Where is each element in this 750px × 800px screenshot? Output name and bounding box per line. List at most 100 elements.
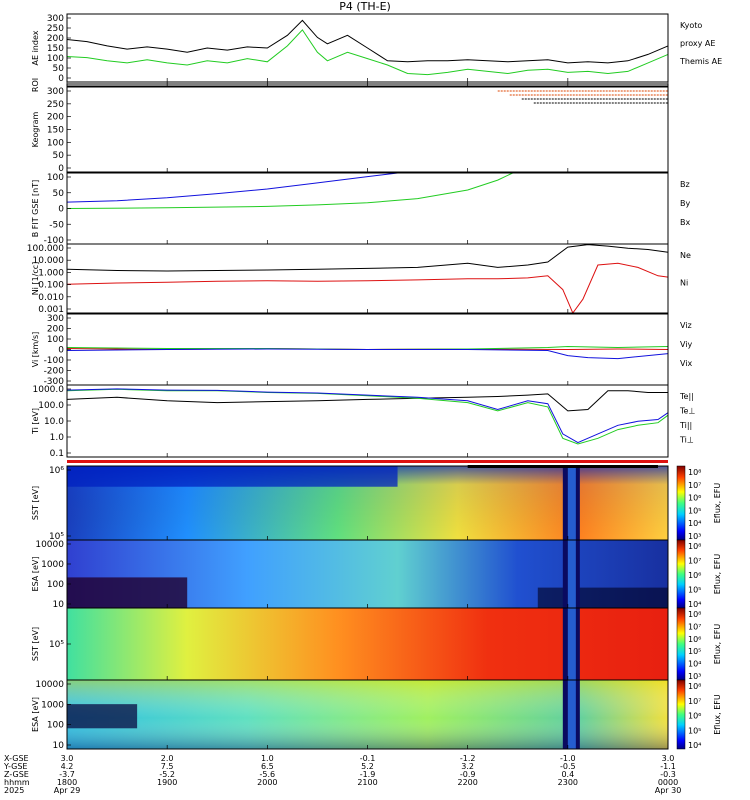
y-axis-label: ESA [eV] <box>31 557 40 592</box>
y-tick-label: 0 <box>58 74 64 84</box>
y-axis-label: ESA [eV] <box>31 697 40 732</box>
panel-frame-2 <box>66 86 669 173</box>
y-tick-label: 50 <box>53 151 65 161</box>
ephemeris-value: 1800 <box>57 778 77 787</box>
esa-ion-dark-tail <box>537 587 668 608</box>
figure-title: P4 (TH-E) <box>339 0 391 13</box>
legend-label: Kyoto <box>680 21 702 30</box>
colorbar-layer: Eflux, EFU 10⁸ 10⁷ 10⁶ 10⁵ 10⁴ 10³ Eflux, EFU 10… <box>676 465 722 750</box>
mode-bar-gap <box>67 463 668 465</box>
y-tick-label: 250 <box>47 24 64 34</box>
y-axis-label: B FIT GSE [nT] <box>31 180 40 238</box>
y-axis-label: Keogram <box>31 111 40 147</box>
y-tick-label: 100 <box>47 138 64 148</box>
ephemeris-value: 1.0 <box>261 754 274 763</box>
y-axis-label: SST [eV] <box>31 486 40 520</box>
legend-label: Bx <box>680 218 690 227</box>
colorbar-tick-label: 10⁸ <box>688 610 701 619</box>
series-Bx-line <box>66 172 398 203</box>
ephemeris-value: -0.1 <box>360 754 376 763</box>
legend-label: Viz <box>680 321 692 330</box>
ephemeris-value: 3.0 <box>61 754 74 763</box>
y-tick-label: 50 <box>53 189 65 199</box>
ephemeris-value: Apr 30 <box>655 786 682 795</box>
ephemeris-value: 4.2 <box>61 762 74 771</box>
series-Ne-line <box>66 262 669 315</box>
colorbar-tick-label: 10⁸ <box>688 682 701 691</box>
colorbar-tick-label: 10⁸ <box>688 542 701 551</box>
legend-label: Themis AE <box>679 57 722 66</box>
colorbar-tick-label: 10⁴ <box>688 600 701 609</box>
y-tick-label: 0 <box>58 164 64 174</box>
y-tick-label: 10.000 <box>33 256 65 266</box>
ephemeris-value: 3.2 <box>461 762 474 771</box>
esa-ion-dark-region <box>67 577 188 608</box>
y-tick-label: 100 <box>47 335 64 345</box>
y-tick-label: 100 <box>47 580 64 590</box>
y-tick-label: 1000.0 <box>33 385 65 395</box>
y-tick-label: 0.100 <box>38 281 64 291</box>
legend-label: Bz <box>680 180 690 189</box>
ephemeris-value: 2300 <box>558 778 578 787</box>
ephemeris-value: -1.1 <box>660 762 676 771</box>
y-tick-label: 1000 <box>41 700 64 710</box>
colorbar-tick-label: 10⁴ <box>688 519 701 528</box>
y-axis-label: AE index <box>31 30 40 65</box>
ephemeris-row-label: X-GSE <box>4 754 29 763</box>
y-tick-label: 50 <box>53 64 65 74</box>
y-tick-label: 150 <box>47 126 64 136</box>
ephemeris-value: -0.3 <box>660 770 676 779</box>
series-Ti-line <box>66 388 669 444</box>
ephemeris-value: -1.9 <box>360 770 376 779</box>
colorbar-tick-label: 10⁵ <box>688 586 701 595</box>
colorbar-tick-label: 10⁷ <box>688 481 701 490</box>
ephemeris-value: 3.0 <box>662 754 675 763</box>
colorbar-tick-label: 10⁶ <box>688 635 701 644</box>
mode-bar-red <box>67 460 668 463</box>
ephemeris-row-label: hhmm <box>4 778 30 787</box>
colorbar-tick-label: 10⁸ <box>688 468 701 477</box>
y-tick-label: 200 <box>47 113 64 123</box>
colorbar-tick-label: 10⁷ <box>688 557 701 566</box>
y-tick-label: -300 <box>44 377 65 387</box>
legend-label: Te⊥ <box>679 407 695 416</box>
colorbar-tick-label: 10⁵ <box>688 647 701 656</box>
y-tick-label: 10 <box>53 741 65 751</box>
y-tick-label: -100 <box>44 236 65 246</box>
ephemeris-value: -5.6 <box>260 770 276 779</box>
colorbar-tick-label: 10⁷ <box>688 622 701 631</box>
colorbar-tick-label: 10⁶ <box>688 571 701 580</box>
series-proxyAE-line <box>66 29 669 76</box>
colorbar-tick-label: 10⁵ <box>688 506 701 515</box>
colorbar-tick-label: 10⁶ <box>688 712 701 721</box>
y-tick-label: 200 <box>47 325 64 335</box>
ephemeris-value: -0.5 <box>560 762 576 771</box>
y-tick-label: 250 <box>47 100 64 110</box>
ephemeris-table: X-GSEY-GSEZ-GSEhhmm20253.04.2-3.71800Apr… <box>3 754 681 795</box>
y-tick-label: 10000 <box>35 680 64 690</box>
legend-label: Vix <box>680 359 693 368</box>
ephemeris-value: 2100 <box>357 778 377 787</box>
colorbar-tick-label: 10⁵ <box>688 726 701 735</box>
colorbar-tick-label: 10³ <box>688 532 701 541</box>
y-axis-label: SST [eV] <box>31 627 40 661</box>
series-Te-line <box>66 390 668 412</box>
spectrogram-gap-core-10 <box>567 680 576 749</box>
colorbar-tick-label: 10⁷ <box>688 697 701 706</box>
panel-frame-3 <box>66 172 669 245</box>
y-tick-label: 100 <box>47 173 64 183</box>
ephemeris-value: 2.0 <box>161 754 174 763</box>
ephemeris-value: 0000 <box>658 778 678 787</box>
y-tick-label: 200 <box>47 34 64 44</box>
colorbar <box>676 607 686 681</box>
legend-label: Viy <box>680 340 693 349</box>
legend-label: Ni <box>680 279 688 288</box>
y-tick-label: 100.0 <box>38 401 64 411</box>
colorbar-label: Eflux, EFU <box>713 624 722 665</box>
y-tick-label: 10.0 <box>44 417 64 427</box>
legend-label: proxy AE <box>680 39 715 48</box>
colorbar-tick-label: 10⁶ <box>688 494 701 503</box>
colorbar <box>676 465 686 541</box>
